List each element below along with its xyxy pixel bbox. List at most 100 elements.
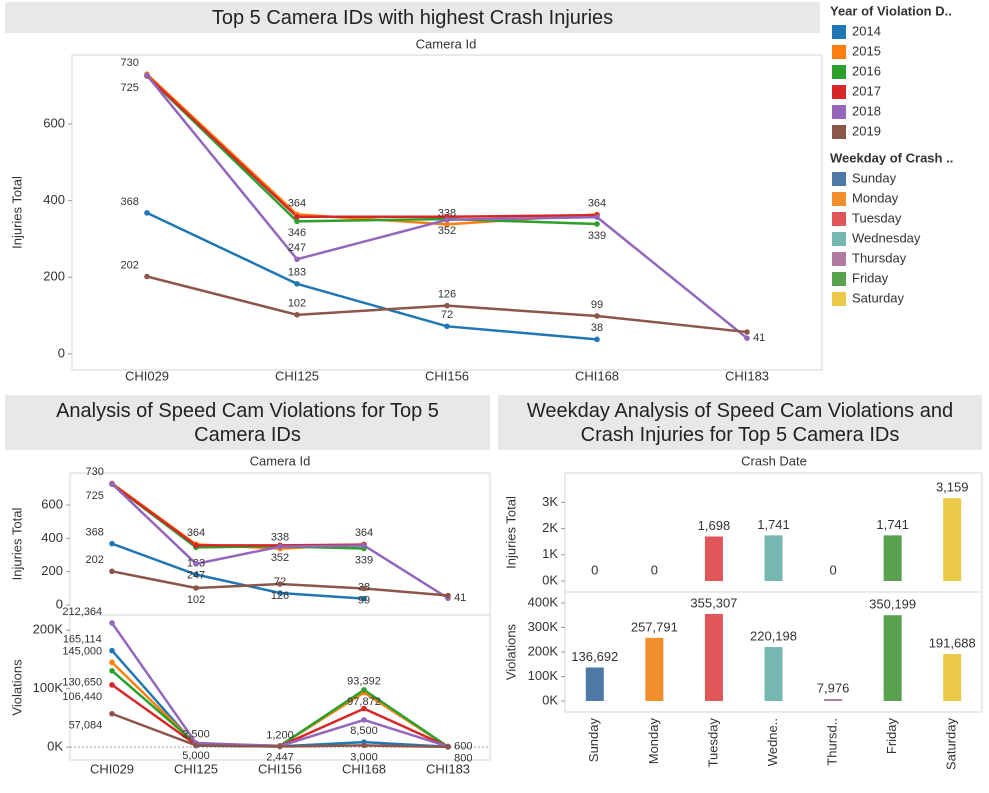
point [144,210,150,216]
data-label: 364 [288,197,306,209]
line [111,482,365,547]
data-label: 126 [438,289,456,301]
data-label: 165,114 [63,634,102,646]
legend-title: Weekday of Crash .. [830,150,953,165]
data-label: 57,084 [69,720,103,732]
data-label: 38 [591,322,603,334]
point [361,687,367,693]
data-label: 368 [121,196,139,208]
line [146,74,598,218]
y-tick-label: 3K [542,494,558,509]
x-tick-label: Saturday [944,718,959,771]
data-label: 3,000 [350,751,378,763]
point [193,742,199,749]
y-tick-label: 200 [41,563,63,578]
legend-label: 2014 [852,23,881,38]
data-label: 730 [121,57,139,69]
y-axis-label: Violations [503,623,518,680]
x-tick-label: CHI125 [275,368,319,383]
data-label: 2,500 [182,729,210,741]
legend-label: 2019 [852,123,881,138]
data-label: 202 [121,259,139,271]
x-tick-label: CHI183 [426,761,470,776]
point [744,335,750,341]
data-label: 99 [358,594,370,606]
bar [824,699,843,701]
point [361,542,367,549]
point [445,592,451,599]
x-tick-label: Friday [884,718,899,755]
bar [645,637,664,701]
point [444,302,450,309]
data-label: 338 [438,207,456,219]
bar [943,654,962,701]
data-label: 352 [438,225,456,237]
x-tick-label: Sunday [586,718,601,763]
legend-label: Friday [852,270,889,285]
point [109,659,115,666]
point [109,682,115,688]
legend-label: Sunday [852,170,897,185]
point [594,336,600,343]
chart-title: Top 5 Camera IDs with highest Crash Inju… [5,2,820,33]
data-label: 346 [288,227,306,239]
legend-label: 2015 [852,43,881,58]
x-header: Crash Date [741,453,807,468]
x-header: Camera Id [250,453,311,468]
data-label: 352 [271,552,289,564]
pane-border [69,614,491,761]
data-label: 725 [86,490,104,502]
point [277,743,283,750]
legend-swatch [832,192,846,206]
data-label: 364 [187,527,205,539]
y-tick-label: 200K [33,622,64,637]
point [445,744,451,750]
data-label: 600 [454,741,472,753]
bar [585,667,604,701]
data-label: 1,698 [698,518,731,533]
point [294,218,300,225]
x-tick-label: CHI168 [342,761,386,776]
line [146,211,598,341]
y-axis-label: Injuries Total [503,496,518,569]
chart-title: Weekday Analysis of Speed Cam Violations… [498,395,982,450]
y-tick-label: 0K [542,572,558,587]
x-tick-label: Thursd.. [825,718,840,766]
line [110,622,449,748]
y-tick-label: 0K [542,692,558,707]
data-label: 72 [441,309,453,321]
point [361,717,367,723]
point [193,571,199,578]
data-label: 247 [288,242,306,254]
legend-label: Tuesday [852,210,902,225]
point [193,542,199,549]
point [294,213,300,220]
legend-label: 2017 [852,83,881,98]
y-tick-label: 1K [542,546,558,561]
data-label: 126 [271,590,289,602]
point [444,221,450,228]
point [109,647,115,654]
bar [883,535,902,581]
bar [764,535,783,581]
legend-swatch [832,232,846,246]
y-axis-label: Violations [9,659,24,716]
data-label: 145,000 [62,645,102,657]
data-label: 0 [591,562,598,577]
legend-label: Wednesday [852,230,921,245]
point [744,329,750,335]
bar [704,613,723,701]
data-label: 220,198 [750,628,797,643]
point [294,312,300,318]
x-tick-label: CHI183 [725,368,769,383]
x-tick-label: CHI168 [575,368,619,383]
y-tick-label: 400 [43,192,65,207]
data-label: 1,741 [876,517,909,532]
data-label: 183 [288,267,306,279]
data-label: 257,791 [631,619,678,634]
data-label: 1,200 [266,729,294,741]
legend-swatch [832,45,846,59]
legend-swatch [832,85,846,99]
legend-label: Saturday [852,290,905,305]
